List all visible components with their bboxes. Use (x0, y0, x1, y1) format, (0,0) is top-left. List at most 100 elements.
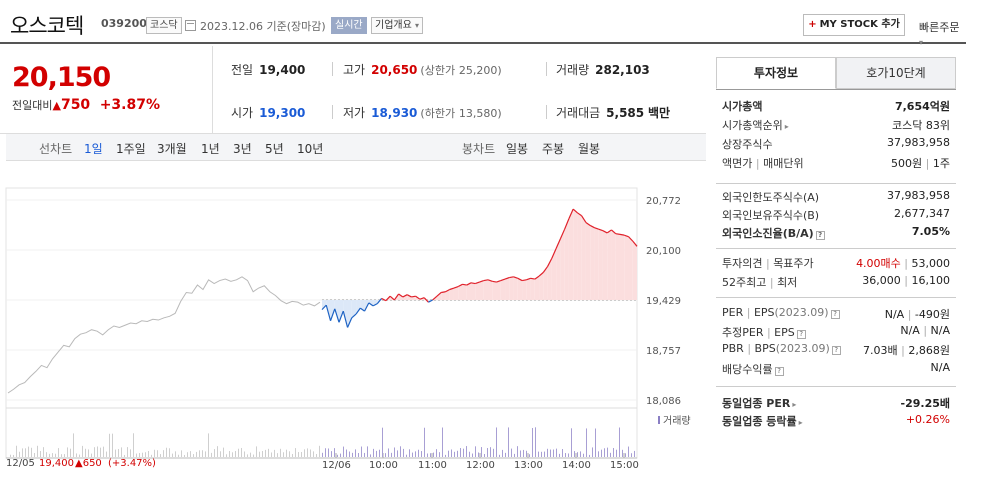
info-row-text: N/A (900, 324, 920, 337)
today-series-segment (564, 218, 570, 230)
volume-bar (409, 449, 410, 457)
today-area-segment (556, 238, 561, 300)
volume-bar (103, 446, 104, 457)
today-series-segment (581, 215, 587, 223)
prev-value: 19,400 (259, 63, 306, 77)
quick-order-link[interactable]: 빠른주문 ▾ (919, 19, 966, 48)
upper-limit-label: (상한가 (420, 64, 456, 77)
help-icon[interactable]: ? (796, 330, 806, 339)
volume-bar (322, 452, 323, 457)
divider (546, 105, 547, 119)
today-series-segment (504, 277, 510, 280)
today-area-segment (568, 209, 574, 300)
today-series-segment (457, 283, 463, 288)
tab-3months[interactable]: 3개월 (157, 142, 187, 156)
volume-bar (316, 454, 317, 457)
today-series-segment (325, 304, 332, 321)
volume-bar (190, 451, 191, 457)
price-summary: 20,150 전일대비▲750 +3.87% 전일 19,400 고가 20,650… (0, 46, 706, 134)
info-row-text: 외국인소진율(B/A) (722, 227, 814, 240)
volume-bar (559, 453, 560, 457)
today-area-segment (585, 222, 591, 300)
volume-bar (457, 450, 458, 457)
today-area-segment (453, 286, 459, 300)
volume-bar (130, 449, 131, 457)
prev-label: 전일 (231, 63, 254, 77)
info-row-value: N/A (930, 361, 950, 374)
info-row-value: N/A | -490원 (884, 308, 950, 321)
volume-bar (439, 452, 440, 457)
volume-bar (553, 449, 554, 457)
today-series-segment (602, 230, 608, 234)
help-icon[interactable]: ? (831, 346, 841, 355)
volume-bar (352, 452, 353, 457)
volume-bar (64, 454, 65, 457)
info-row[interactable]: 시가총액순위 ▸ 코스닥 83위 (722, 117, 950, 135)
tab-5years[interactable]: 5년 (265, 142, 284, 156)
info-tabs: 투자정보 호가10단계 (716, 57, 956, 89)
tab-orderbook-10[interactable]: 호가10단계 (836, 57, 956, 89)
volume-bar (370, 454, 371, 457)
volume-bar (133, 433, 134, 457)
volume-bar (517, 446, 518, 457)
today-area-segment (398, 293, 403, 300)
tab-1week[interactable]: 1주일 (116, 142, 146, 156)
my-stock-add-button[interactable]: + MY STOCK 추가 (803, 14, 905, 36)
volume-bar (139, 453, 140, 457)
today-series-segment (423, 297, 429, 303)
volume-bar (10, 454, 11, 457)
info-row[interactable]: 동일업종 등락률 ▸ +0.26% (722, 413, 950, 431)
volume-bar (34, 452, 35, 457)
tab-daily-candle[interactable]: 일봉 (506, 142, 529, 156)
help-icon[interactable]: ? (815, 231, 825, 240)
volume-bar (289, 451, 290, 457)
volume-bar (601, 449, 602, 457)
volume-bar (142, 452, 143, 457)
lower-limit-value: 13,580) (458, 107, 502, 120)
volume-bar (550, 449, 551, 457)
today-area-segment (594, 227, 599, 300)
today-series-segment (415, 295, 421, 300)
company-overview-button[interactable]: 기업개요 ▾ (371, 17, 424, 34)
volume-bar (547, 448, 548, 457)
volume-bar (493, 448, 494, 457)
volume-bar (514, 453, 515, 457)
tab-monthly-candle[interactable]: 월봉 (578, 142, 601, 156)
volume-bar (79, 454, 80, 457)
today-series-segment (615, 233, 621, 235)
info-row: 외국인보유주식수(B) 2,677,347 (722, 207, 950, 225)
divider (332, 62, 333, 76)
info-row[interactable]: 동일업종 PER ▸ -29.25배 (722, 395, 950, 413)
info-row-label: 외국인보유주식수(B) (722, 209, 820, 222)
today-area-segment (551, 248, 557, 300)
volume-bar (307, 448, 308, 457)
today-area-segment (377, 298, 382, 304)
info-row-label: 추정PER | EPS? (722, 324, 806, 340)
investment-info-panel: 투자정보 호가10단계 시가총액 7,654억원 시가총액순위 ▸ 코스닥 83위 상… (716, 57, 956, 431)
tab-1day[interactable]: 1일 (84, 142, 103, 156)
help-icon[interactable]: ? (774, 367, 784, 376)
volume-bar (433, 452, 434, 457)
today-area-segment (539, 272, 544, 300)
today-area-segment (356, 300, 361, 315)
volume-bar (31, 447, 32, 457)
realtime-badge[interactable]: 실시간 (331, 17, 367, 34)
volume-bar (364, 452, 365, 457)
tab-10years[interactable]: 10년 (297, 142, 324, 156)
volume-bar (136, 453, 137, 457)
tab-investment-info[interactable]: 투자정보 (716, 57, 836, 89)
tab-weekly-candle[interactable]: 주봉 (542, 142, 565, 156)
tab-3years[interactable]: 3년 (233, 142, 252, 156)
divider (716, 386, 956, 387)
tab-1year[interactable]: 1년 (201, 142, 220, 156)
volume-bar (628, 446, 629, 457)
help-icon[interactable]: ? (830, 310, 840, 319)
today-series-segment (559, 228, 566, 240)
volume-bar (277, 453, 278, 457)
volume-bar (16, 445, 17, 457)
today-area-segment (624, 235, 629, 300)
low-label: 저가 (343, 106, 366, 120)
volume-bar (169, 448, 170, 457)
x-tick-label: 11:00 (418, 460, 447, 470)
today-area-segment (330, 300, 335, 321)
